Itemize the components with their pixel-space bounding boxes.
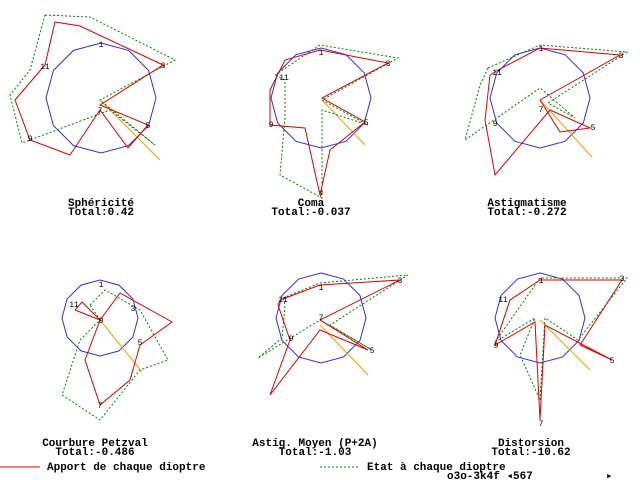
legend-green-label: Etat à chaque dioptre — [367, 462, 506, 474]
green-curve — [9, 14, 177, 146]
panel-total: Total:-10.62 — [491, 447, 570, 459]
dioptre-label: 7 — [539, 420, 544, 429]
dioptre-label: 11 — [69, 301, 79, 310]
reference-circle — [494, 272, 586, 364]
reference-circle — [61, 279, 139, 357]
panel-title: Courbure Petzval — [42, 438, 148, 450]
red-curve — [269, 279, 401, 396]
red-curve — [484, 47, 622, 177]
reference-circle — [275, 272, 367, 364]
dioptre-label: 9 — [28, 135, 33, 144]
dioptre-label: 1 — [539, 45, 544, 54]
dioptre-label: 11 — [279, 74, 289, 83]
red-curve — [494, 279, 623, 421]
dioptre-label: 5 — [370, 347, 375, 356]
dioptre-label: 9 — [269, 121, 274, 130]
green-curve — [61, 289, 169, 421]
dioptre-label: 5 — [591, 124, 596, 133]
dioptre-label: 11 — [278, 296, 288, 305]
panel-total: Total:-0.037 — [271, 207, 350, 219]
panel-title: Astig. Moyen (P+2A) — [252, 438, 377, 450]
dioptre-label: 3 — [131, 305, 136, 314]
dioptre-label: 3 — [398, 277, 403, 286]
dioptre-label: 5 — [610, 357, 615, 366]
panel-total: Total:0.42 — [68, 207, 134, 219]
red-curve — [14, 21, 165, 156]
dioptre-label: 9 — [289, 335, 294, 344]
orange-ray — [321, 99, 366, 146]
reference-circle — [489, 47, 591, 149]
panel-title: Astigmatisme — [487, 198, 567, 210]
reference-circle — [45, 42, 157, 154]
dioptre-label: 1 — [99, 41, 104, 50]
reference-circle — [270, 47, 372, 149]
dioptre-label: 1 — [319, 284, 324, 293]
dioptre-label: 9 — [494, 342, 499, 351]
panel-total: Total:-0.486 — [55, 447, 134, 459]
dioptre-label: 9 — [493, 120, 498, 129]
dioptre-label: 1 — [99, 281, 104, 290]
dioptre-label: 5 — [138, 339, 143, 348]
panel-title: Distorsion — [498, 438, 564, 450]
panel-title: Coma — [298, 198, 325, 210]
dioptre-label: 7 — [98, 402, 103, 411]
green-curve — [494, 277, 629, 401]
green-curve — [257, 274, 409, 359]
dioptre-label: 5 — [146, 122, 151, 131]
dioptre-label: 7 — [319, 191, 324, 200]
red-curve — [269, 49, 390, 196]
status-text: o3o-3k4f ◂567 — [447, 471, 533, 480]
orange-ray — [539, 99, 593, 158]
green-curve — [274, 44, 400, 199]
dioptre-label: 7 — [539, 106, 544, 115]
dioptre-label: 3 — [620, 275, 625, 284]
panel-total: Total:-1.03 — [279, 447, 352, 459]
panel-title: Sphéricité — [68, 198, 134, 210]
dioptre-label: 7 — [319, 314, 324, 323]
dioptre-label: 11 — [492, 69, 502, 78]
dioptre-label: 1 — [319, 49, 324, 58]
next-arrow[interactable]: ▸ — [606, 471, 613, 480]
dioptre-label: 3 — [619, 52, 624, 61]
panel-total: Total:-0.272 — [487, 207, 566, 219]
dioptre-label: 9 — [99, 317, 104, 326]
dioptre-label: 3 — [161, 62, 166, 71]
dioptre-label: 3 — [386, 60, 391, 69]
dioptre-label: 11 — [40, 63, 50, 72]
dioptre-label: 1 — [539, 277, 544, 286]
dioptre-label: 11 — [498, 296, 508, 305]
green-curve — [464, 44, 629, 142]
legend-red-label: Apport de chaque dioptre — [47, 462, 206, 474]
dioptre-label: 5 — [364, 119, 369, 128]
red-curve — [74, 292, 173, 406]
orange-ray — [539, 319, 591, 371]
dioptre-label: 7 — [98, 107, 103, 116]
